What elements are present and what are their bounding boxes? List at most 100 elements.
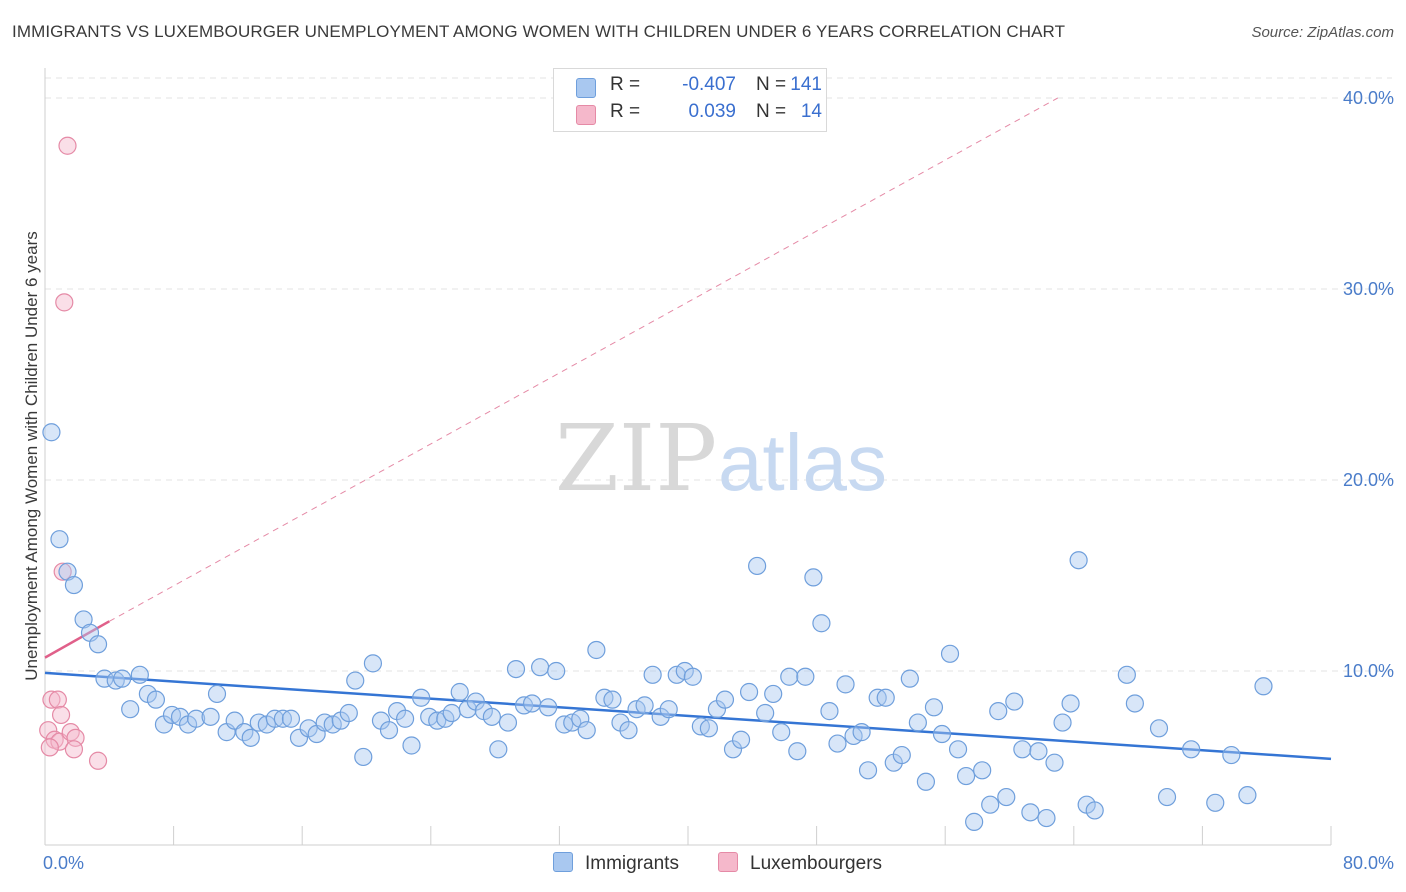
immigrants-point — [876, 688, 895, 707]
immigrants-point — [506, 659, 526, 679]
immigrants-point — [64, 575, 84, 595]
immigrants-point — [812, 614, 831, 633]
watermark: ZIP atlas — [555, 405, 887, 512]
immigrants-point — [1021, 803, 1040, 822]
immigrants-point — [1149, 719, 1169, 738]
luxembourgers-point — [64, 740, 84, 759]
immigrants-point — [1182, 740, 1201, 759]
series-legend-luxembourgers: Luxembourgers — [718, 852, 882, 875]
immigrants-point — [965, 812, 984, 831]
immigrants-point — [1029, 742, 1048, 761]
watermark-atlas: atlas — [718, 418, 887, 507]
legend-swatch-luxembourgers — [576, 105, 596, 125]
immigrants-point — [1045, 753, 1064, 772]
series-legend-label-immigrants: Immigrants — [585, 853, 679, 874]
immigrants-point — [547, 661, 566, 681]
series-legend-swatch-immigrants — [553, 852, 573, 872]
immigrants-point — [187, 709, 206, 728]
luxembourgers-point — [61, 723, 80, 742]
trend-lines — [44, 97, 1332, 761]
series-legend-immigrants: Immigrants — [553, 852, 679, 875]
legend-swatch-immigrants — [576, 78, 596, 98]
immigrants-point — [106, 671, 125, 690]
immigrants-point — [412, 688, 431, 707]
immigrants-point — [241, 728, 260, 747]
immigrants-point — [659, 700, 678, 719]
y-tick-labels: 10.0% 20.0% 30.0% 40.0% — [1343, 88, 1394, 681]
y-tick-label-40: 40.0% — [1343, 88, 1394, 108]
immigrants-point — [442, 703, 461, 723]
immigrants-point — [796, 667, 815, 686]
chart-title: IMMIGRANTS VS LUXEMBOURGER UNEMPLOYMENT … — [12, 22, 1066, 41]
legend-n-value: 141 — [790, 74, 822, 95]
immigrants-point — [924, 698, 944, 717]
luxembourgers-trend-extension — [109, 97, 1058, 622]
immigrants-point — [981, 795, 1000, 814]
immigrants-point — [1206, 793, 1225, 812]
luxembourgers-point — [51, 705, 71, 725]
immigrants-point — [482, 707, 501, 726]
luxembourgers-point — [40, 738, 59, 757]
luxembourgers-point — [42, 690, 61, 709]
x-ticks — [44, 826, 1332, 845]
legend-n-label: N = — [756, 74, 787, 95]
immigrants-point — [130, 665, 149, 684]
watermark-zip: ZIP — [555, 405, 717, 512]
immigrants-point — [531, 658, 550, 677]
legend-n-label: N = — [756, 101, 787, 122]
immigrants-point — [683, 667, 702, 686]
series-legend-swatch-luxembourgers — [718, 852, 738, 872]
correlation-legend: R = -0.407 N = 141 R = 0.039 N = 14 — [553, 68, 827, 132]
immigrants-point — [1037, 808, 1056, 828]
y-tick-label-30: 30.0% — [1343, 279, 1394, 299]
immigrants-point — [42, 423, 61, 442]
immigrants-point — [587, 640, 606, 660]
legend-n-value: 14 — [800, 101, 822, 122]
luxembourgers-point — [53, 562, 72, 581]
source-label: Source: ZipAtlas.com — [1251, 24, 1394, 41]
immigrants-point — [932, 724, 952, 744]
immigrants-point — [699, 719, 718, 738]
y-tick-label-10: 10.0% — [1343, 661, 1394, 681]
immigrants-point — [619, 721, 638, 740]
immigrants-point — [772, 723, 791, 742]
immigrants-point — [731, 730, 751, 749]
immigrants-point — [989, 702, 1008, 721]
immigrants-point — [113, 669, 132, 688]
immigrants-point — [395, 709, 415, 728]
immigrants-point — [121, 700, 140, 719]
immigrants-point — [956, 766, 976, 786]
legend-r-label: R = — [610, 101, 641, 122]
immigrants-point — [780, 667, 799, 686]
immigrants-point — [748, 556, 767, 576]
immigrants-point — [804, 568, 823, 587]
immigrants-point — [1085, 801, 1104, 820]
luxembourgers-point — [88, 751, 108, 770]
immigrants-point — [973, 761, 992, 780]
immigrants-point — [643, 665, 662, 684]
immigrants-point — [402, 736, 421, 755]
immigrants-point — [571, 709, 590, 728]
immigrants-point — [836, 675, 855, 694]
immigrants-point — [1238, 786, 1257, 805]
immigrants-point — [948, 740, 968, 759]
luxembourgers-point — [66, 728, 85, 747]
immigrants-point — [498, 713, 518, 732]
legend-r-value: -0.407 — [682, 74, 736, 95]
immigrants-point — [764, 684, 783, 704]
immigrants-point — [146, 690, 166, 709]
immigrants-point — [489, 740, 508, 759]
immigrants-point — [201, 707, 220, 726]
immigrants-point — [207, 684, 227, 704]
immigrants-point — [50, 530, 69, 549]
luxembourgers-point — [58, 136, 77, 155]
x-tick-label-max: 80.0% — [1343, 853, 1394, 873]
immigrants-point — [900, 669, 919, 688]
immigrants-point — [1157, 787, 1177, 807]
immigrants-point — [788, 742, 807, 761]
immigrants-trend-line — [44, 671, 1332, 761]
immigrants-point — [379, 721, 399, 740]
immigrants-point — [997, 787, 1016, 807]
immigrants-point — [739, 682, 759, 702]
luxembourgers-trend-line — [44, 620, 110, 659]
